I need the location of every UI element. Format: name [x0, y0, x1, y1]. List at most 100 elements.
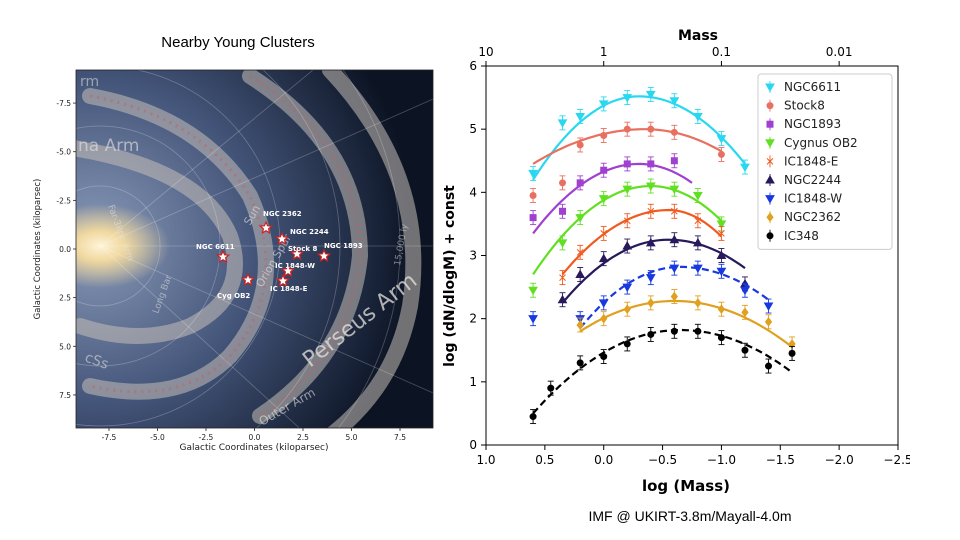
data-point [694, 217, 702, 225]
map-x-tick: -5.0 [150, 433, 165, 442]
cluster-label: NGC 1893 [324, 242, 363, 250]
data-point [622, 94, 633, 103]
chart-legend: NGC6611 Stock8 NGC1893 Cygnus OB2 IC1848-E NG… [757, 73, 893, 250]
map-y-tick: -2.5 [56, 196, 71, 205]
data-point [647, 160, 655, 168]
fit-curve [579, 299, 793, 348]
galactic-bulge [76, 204, 170, 288]
data-point [670, 128, 678, 136]
legend-entry: NGC1893 [784, 117, 841, 131]
x-tick-label: 0.5 [535, 453, 554, 467]
data-point [598, 253, 609, 263]
map-title: Nearby Young Clusters [161, 34, 315, 51]
data-point [576, 141, 584, 149]
legend-entry: NGC2362 [784, 210, 841, 224]
data-point [623, 125, 631, 133]
map-x-tick: -2.5 [199, 433, 214, 442]
data-point [694, 298, 702, 308]
series-IC348 [529, 323, 796, 425]
map-x-tick: 0.0 [249, 433, 261, 442]
legend-entry: IC348 [784, 229, 819, 243]
data-point [670, 327, 678, 335]
map-grid [76, 70, 433, 428]
data-point [716, 220, 727, 229]
cluster-label: NGC 2244 [290, 228, 329, 236]
data-point [693, 113, 703, 122]
x-tick-label: −1.5 [766, 453, 795, 467]
legend-entry: NGC2244 [784, 173, 841, 187]
data-point [575, 214, 586, 223]
legend-marker [766, 120, 774, 128]
legend-entry: Cygnus OB2 [784, 136, 858, 150]
top-tick-label: 0.1 [712, 45, 731, 59]
data-point [670, 157, 678, 165]
map-x-tick: 7.5 [394, 433, 406, 442]
data-point [717, 150, 725, 158]
x-tick-label: −1.0 [707, 453, 736, 467]
cluster-label: NGC 2362 [263, 210, 302, 218]
data-point [623, 217, 631, 225]
map-x-tick: 5.0 [346, 433, 358, 442]
data-point [716, 135, 727, 144]
arm-label-rm: rm [80, 74, 99, 90]
data-point [576, 320, 584, 330]
data-point [669, 234, 680, 244]
data-point [559, 274, 566, 281]
data-point [622, 185, 633, 195]
data-point [647, 125, 655, 133]
legend-marker [765, 83, 775, 93]
x-tick-label: −2.0 [825, 453, 854, 467]
y-tick-label: 2 [469, 312, 477, 326]
map-x-tick: 2.5 [297, 433, 309, 442]
map-x-axis-label: Galactic Coordinates (kiloparsec) [179, 443, 328, 453]
data-point [645, 274, 656, 283]
arm-label-na: na Arm [78, 136, 139, 156]
data-point [716, 267, 727, 277]
fit-curve [532, 328, 793, 415]
data-point [575, 113, 586, 122]
chart-x-axis-label: log (Mass) [642, 477, 730, 495]
data-point [557, 119, 568, 128]
data-point [623, 340, 631, 348]
data-point [529, 191, 537, 199]
data-point [669, 264, 680, 274]
data-point [765, 362, 773, 370]
legend-marker [765, 195, 775, 204]
cluster-label: NGC 6611 [196, 243, 235, 251]
series-NGC1893 [529, 153, 693, 235]
legend-marker [766, 158, 774, 165]
map-y-tick: -7.5 [56, 99, 71, 108]
data-point [740, 163, 750, 173]
data-point [529, 413, 537, 421]
x-tick-label: 0.0 [594, 453, 613, 467]
map-y-tick: 5.0 [59, 342, 71, 351]
map-y-tick: 0.0 [59, 245, 71, 254]
data-point [622, 241, 633, 250]
data-point [547, 384, 555, 392]
data-point [557, 294, 568, 304]
fit-curve [532, 95, 746, 181]
data-point [598, 100, 609, 109]
data-point [645, 182, 656, 192]
data-point [693, 237, 703, 247]
y-tick-label: 0 [469, 438, 477, 452]
cluster-label: Stock 8 [288, 245, 317, 253]
cluster-label: IC 1848-W [275, 262, 315, 270]
data-point [575, 269, 586, 278]
data-point [576, 248, 584, 256]
data-point [670, 291, 678, 302]
data-point [600, 353, 608, 361]
data-point [717, 334, 725, 342]
legend-entry: IC1848-E [784, 154, 838, 168]
data-point [600, 230, 608, 237]
data-point [559, 179, 567, 187]
data-point [623, 304, 631, 315]
data-point [694, 327, 702, 335]
data-point [647, 330, 655, 338]
cluster-star-marker [280, 263, 296, 278]
data-point [788, 349, 796, 357]
data-point [670, 207, 678, 215]
series-IC1848-E [559, 203, 725, 286]
data-point [693, 264, 703, 274]
arm-label-css: cSs [83, 350, 111, 373]
